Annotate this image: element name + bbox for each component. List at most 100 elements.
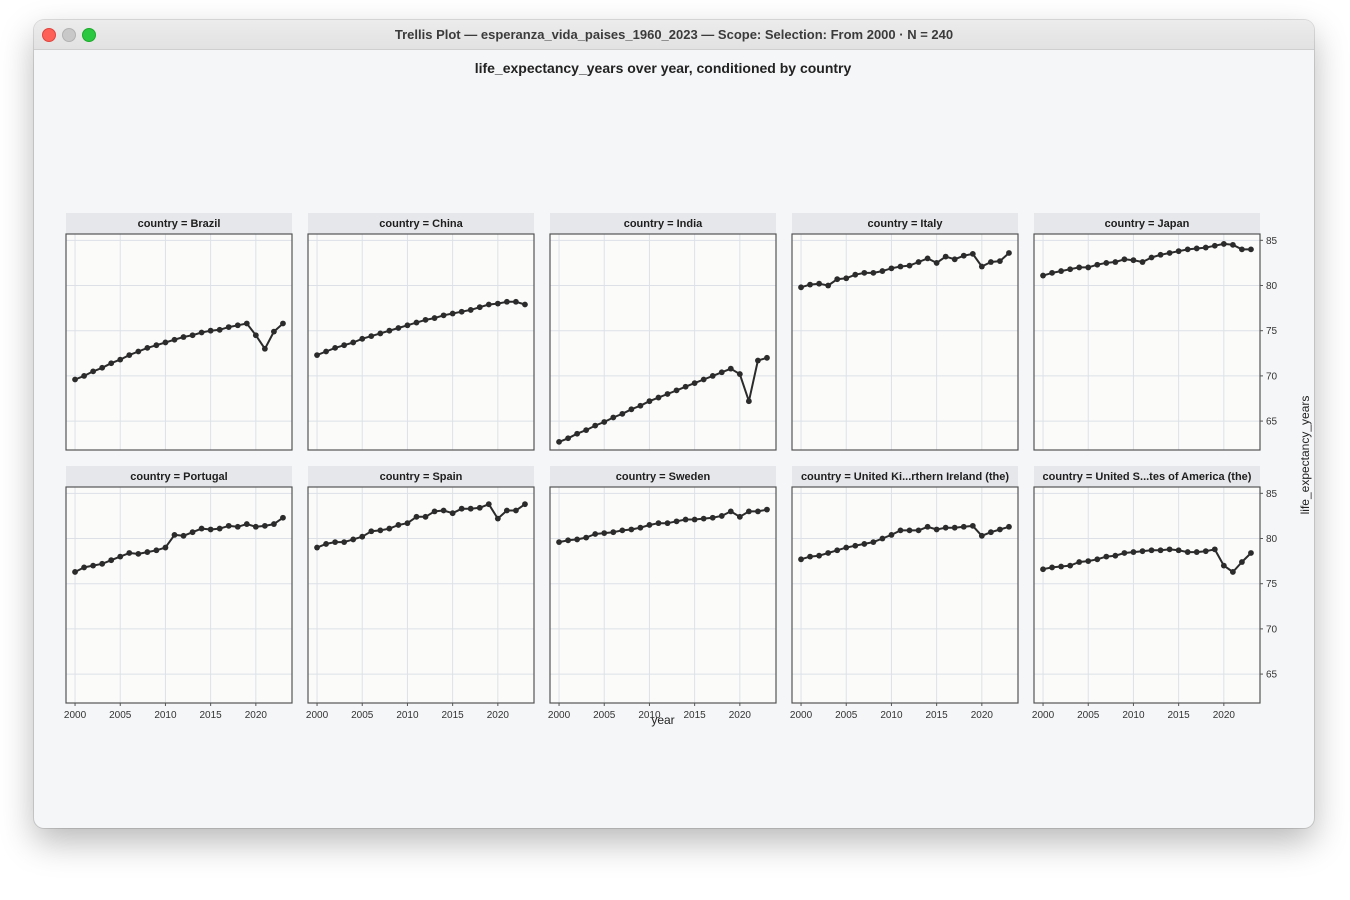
data-point [252,332,259,339]
data-point [1085,264,1092,271]
x-tick-label: 2000 [548,710,571,721]
data-point [1067,266,1074,273]
data-point [135,348,142,355]
panel-strip-label: country = United S...tes of America (the… [1043,471,1252,483]
panel: country = India [549,213,777,451]
panel-border [791,233,1019,451]
data-point [1202,244,1209,251]
data-point [271,328,277,335]
panel-grid: country = Brazil country = China country =… [64,213,1278,721]
data-point [843,275,850,282]
data-point [1130,549,1137,555]
data-point [951,256,958,263]
data-point [1229,241,1236,248]
data-point [162,544,169,551]
data-point [610,414,617,421]
data-point [637,524,644,531]
data-point [997,258,1003,265]
data-point [341,342,348,349]
data-point [189,529,196,536]
x-tick-label: 2000 [306,710,329,721]
data-point [252,523,259,530]
data-point [467,505,474,512]
data-point [485,501,492,508]
data-point [1121,256,1128,263]
title-bar: Trellis Plot — esperanza_vida_paises_196… [34,20,1314,50]
data-point [1175,547,1182,554]
panel-border [65,233,293,451]
data-point [1112,552,1119,559]
data-point [1248,246,1254,253]
panel-strip [66,466,292,487]
panel-strip [792,213,1018,234]
maximize-window-button[interactable] [82,28,96,42]
y-tick-label: 80 [1266,281,1278,292]
panel-strip-label: country = United Ki...rthern Ireland (th… [801,471,1009,483]
data-point [225,522,232,529]
data-point [72,376,78,383]
data-point [755,357,761,364]
data-point [440,312,447,319]
minimize-window-button[interactable] [62,28,76,42]
data-point [951,524,958,531]
data-point [1148,547,1155,554]
data-point [341,539,348,546]
x-tick-label: 2010 [880,710,903,721]
data-point [1040,272,1046,279]
data-point [736,371,743,377]
data-point [1103,260,1110,266]
data-point [180,334,187,340]
y-axis-label: life_expectancy_years [1298,396,1312,515]
data-point [280,514,286,521]
data-point [189,332,196,339]
data-point [1076,264,1083,271]
x-tick-label: 2020 [487,710,510,721]
data-point [1103,553,1110,560]
data-point [825,550,832,556]
data-point [1220,562,1227,569]
data-point [332,344,339,351]
data-point [144,344,151,351]
panel: country = United Ki...rthern Ireland (th… [790,466,1019,721]
data-point [440,507,447,514]
data-point [1148,254,1155,261]
data-point [718,513,725,519]
data-point [323,348,329,355]
y-tick-label: 65 [1266,417,1278,428]
panel: country = Spain 2000 2005 2010 2015 2020 [306,466,535,721]
data-point [171,531,178,538]
panel-strip [1034,213,1260,234]
y-tick-label: 70 [1266,624,1278,635]
x-tick-label: 2020 [729,710,752,721]
x-tick-label: 2015 [1168,710,1191,721]
data-point [1076,559,1083,565]
data-point [682,383,689,390]
close-window-button[interactable] [42,28,56,42]
data-point [942,253,949,260]
panel-border [549,486,777,704]
data-point [745,508,752,515]
data-point [377,330,384,337]
data-point [798,556,804,563]
data-point [413,513,420,520]
data-point [476,304,483,311]
panel-strip [550,466,776,487]
data-point [153,547,160,554]
x-tick-label: 2005 [593,710,616,721]
panel-border [1033,486,1261,704]
data-point [126,550,133,556]
panel-strip [308,466,534,487]
data-point [1229,569,1236,575]
panel-strip [1034,466,1260,487]
panel: country = United S...tes of America (the… [1032,466,1278,721]
data-point [1049,269,1055,276]
data-point [359,335,366,342]
data-point [1006,523,1012,530]
data-point [404,520,411,527]
data-point [1094,556,1101,563]
panel-strip [792,466,1018,487]
data-point [207,526,214,533]
data-point [108,557,115,564]
panel-strip-label: country = Italy [868,218,944,230]
data-point [843,544,850,551]
